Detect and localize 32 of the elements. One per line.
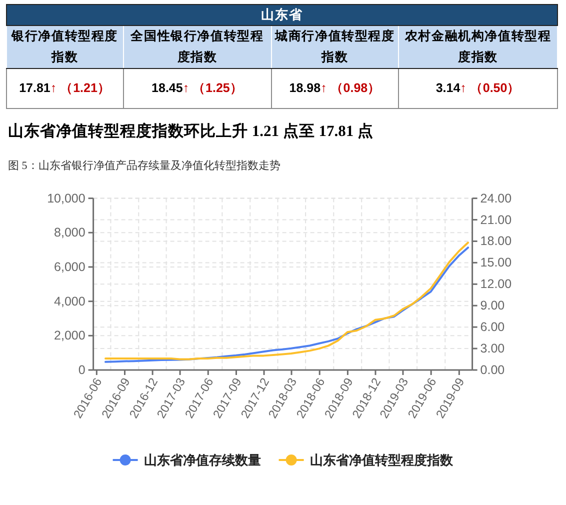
y2-tick-label: 12.00 <box>480 277 512 292</box>
y-tick-label: 0 <box>78 363 86 377</box>
y2-tick-label: 24.00 <box>480 191 512 206</box>
y-tick-label: 2,000 <box>54 328 86 343</box>
category-label: 城商行净值转型程度指数 <box>271 26 399 68</box>
category-label: 银行净值转型程度指数 <box>6 26 124 68</box>
legend-label: 山东省净值存续数量 <box>144 452 261 468</box>
category-label: 全国性银行净值转型程度指数 <box>123 26 272 68</box>
data-label: 3.14 <box>436 81 460 95</box>
data-label: 17.81 <box>19 81 50 95</box>
chart-title: 山东省净值转型程度指数环比上升 1.21 点至 17.81 点 <box>8 121 374 140</box>
y2-tick-label: 9.00 <box>480 298 505 313</box>
category-label: 农村金融机构净值转型程度指数 <box>398 26 558 68</box>
data-label: ↑ （0.98） <box>320 81 381 95</box>
y-tick-label: 8,000 <box>54 226 86 240</box>
legend-label: 山东省净值转型程度指数 <box>310 452 454 468</box>
y-tick-label: 10,000 <box>47 191 86 206</box>
y2-tick-label: 18.00 <box>480 234 512 248</box>
y2-tick-label: 21.00 <box>480 212 512 227</box>
data-label: ↑ （1.25） <box>182 81 243 95</box>
data-label: ↑ （1.21） <box>50 81 110 95</box>
y2-tick-label: 3.00 <box>480 342 505 356</box>
y-tick-label: 6,000 <box>54 260 86 274</box>
data-label: 18.45 <box>152 81 183 95</box>
y2-tick-label: 0.00 <box>480 363 505 377</box>
y-tick-label: 4,000 <box>54 294 86 308</box>
data-label: 18.98 <box>289 81 321 95</box>
text: 山东省 <box>6 4 558 26</box>
y2-tick-label: 6.00 <box>480 320 505 334</box>
data-label: ↑ （0.50） <box>460 81 520 95</box>
y2-tick-label: 15.00 <box>480 256 512 270</box>
chart-subtitle: 图 5：山东省银行净值产品存续量及净值化转型指数走势 <box>8 159 280 172</box>
